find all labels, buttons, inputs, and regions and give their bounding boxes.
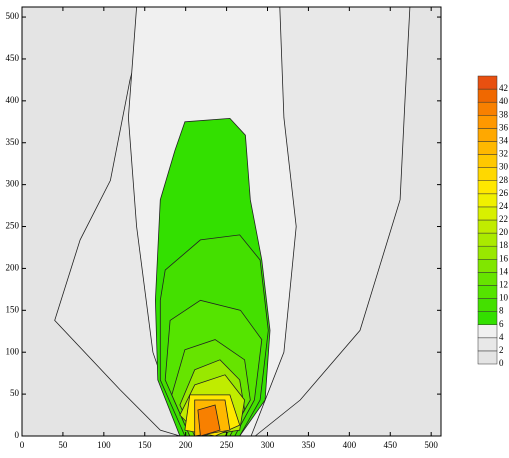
y-tick-label: 50 [10,388,20,398]
colorbar-bin [477,206,498,221]
y-tick-label: 200 [6,262,20,272]
colorbar-label: 38 [499,109,509,119]
y-tick-label: 250 [6,221,20,231]
colorbar-label: 34 [499,136,509,146]
colorbar-bin [477,88,498,103]
plot-frame [21,6,442,437]
x-tick-label: 0 [20,440,25,450]
x-tick-label: 300 [261,440,275,450]
colorbar-label: 10 [499,293,509,303]
colorbar-label: 36 [499,122,509,132]
colorbar-label: 6 [499,319,504,329]
colorbar-bin [477,311,498,325]
colorbar-label: 4 [499,332,504,342]
contour [197,404,221,437]
x-tick-label: 450 [384,440,398,450]
colorbar-bin [477,180,498,195]
colorbar-label: 14 [499,266,509,276]
colorbar-bin [477,128,498,142]
y-tick-label: 100 [6,346,20,356]
x-tick-label: 150 [138,440,152,450]
colorbar-bin [477,298,498,312]
y-tick-label: 400 [6,95,20,105]
colorbar-label: 24 [499,201,509,211]
colorbar-bin [477,219,498,234]
colorbar-label: 28 [499,175,509,185]
x-tick-label: 200 [179,440,193,450]
colorbar-label: 30 [499,162,509,172]
y-tick-label: 300 [6,179,20,189]
colorbar-bin [477,272,498,286]
colorbar-bin [477,245,498,260]
colorbar-label: 20 [499,227,509,237]
y-tick-label: 350 [6,137,20,147]
x-tick-label: 500 [424,440,438,450]
colorbar-bin [477,324,498,339]
colorbar-bin [477,167,498,181]
colorbar-label: 22 [499,214,508,224]
colorbar-label: 12 [499,280,508,290]
x-tick-label: 100 [97,440,111,450]
colorbar-label: 8 [499,306,504,316]
colorbar-bin [477,141,498,155]
colorbar-bin [477,115,498,129]
y-tick-label: 0 [15,430,20,440]
colorbar-label: 18 [499,240,509,250]
colorbar-label: 0 [499,358,504,368]
colorbar-bin [477,259,498,273]
x-tick-label: 250 [220,440,234,450]
y-tick-label: 450 [6,53,20,63]
x-tick-label: 50 [58,440,68,450]
colorbar-bin [477,75,498,90]
x-tick-label: 350 [302,440,316,450]
colorbar-label: 2 [499,345,504,355]
colorbar-label: 32 [499,149,508,159]
colorbar-bin [477,285,498,299]
colorbar-label: 40 [499,96,509,106]
colorbar-bin [477,350,498,365]
colorbar-bin [477,193,498,208]
colorbar-bin [477,154,498,168]
colorbar-bin [477,232,498,247]
x-tick-label: 400 [343,440,357,450]
y-tick-label: 150 [6,304,20,314]
colorbar-label: 42 [499,83,508,93]
colorbar-bin [477,101,498,116]
colorbar-bin [477,337,498,352]
y-tick-label: 500 [6,11,20,21]
colorbar-label: 16 [499,253,509,263]
colorbar-label: 26 [499,188,509,198]
